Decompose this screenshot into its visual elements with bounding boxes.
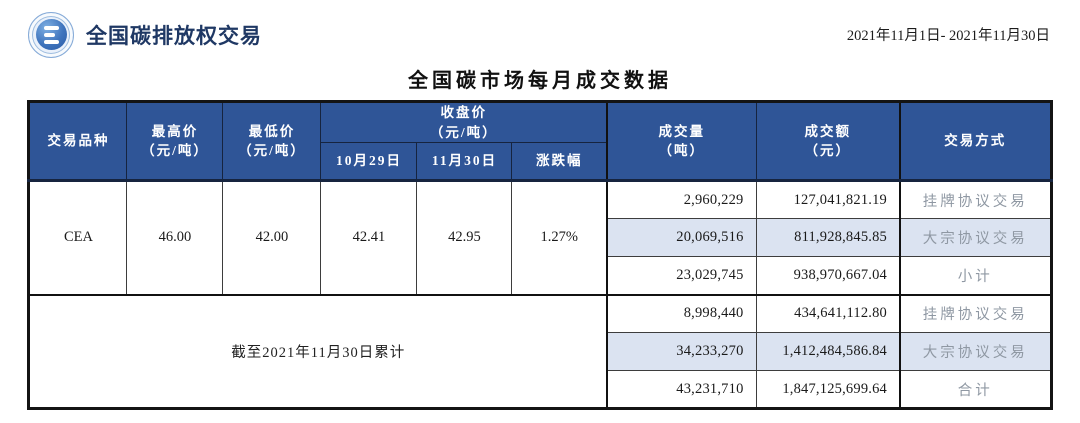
- logo-emblem-icon: [35, 19, 67, 50]
- close-oct29-cell: 42.41: [320, 180, 418, 296]
- monthly-row-subtotal: 23,029,745 938,970,667.04 小计: [29, 256, 1052, 296]
- amount-cell: 127,041,821.19: [755, 180, 901, 220]
- volume-cell: 20,069,516: [606, 218, 757, 258]
- col-header-product: 交易品种: [28, 100, 128, 183]
- volume-cell: 43,231,710: [606, 370, 757, 410]
- brand-logo-icon: [28, 11, 74, 58]
- cumulative-row-listed: 截至2021年11月30日累计 8,998,440 434,641,112.80…: [28, 293, 1052, 410]
- col-header-amount-line2: （元）: [804, 143, 852, 159]
- col-header-volume-line1: 成交量: [658, 123, 706, 139]
- brand: 全国碳排放权交易: [28, 11, 262, 58]
- col-header-change: 涨跌幅: [511, 142, 608, 183]
- volume-cell: 34,233,270: [606, 332, 757, 372]
- change-cell: 1.27%: [511, 180, 608, 296]
- logo-bar: [43, 32, 55, 37]
- table-body: CEA 46.00 42.00 42.41 42.95 1.27% 2,960,…: [28, 180, 1052, 410]
- market-data-table: 交易品种 最高价 （元/吨） 最低价 （元/吨） 收盘价 （元/吨） 成交量 （…: [27, 100, 1053, 411]
- page-header: 全国碳排放权交易 2021年11月1日- 2021年11月30日: [0, 0, 1080, 58]
- method-cell: 合计: [899, 370, 1052, 410]
- col-header-close-oct29: 10月29日: [320, 142, 418, 183]
- product-cell: CEA: [28, 180, 128, 296]
- page-title: 全国碳市场每月成交数据: [408, 70, 672, 92]
- monthly-row-listed: CEA 46.00 42.00 42.41 42.95 1.27% 2,960,…: [28, 180, 1052, 296]
- report-date-range: 2021年11月1日- 2021年11月30日: [846, 28, 1050, 44]
- col-header-amount-line1: 成交额: [804, 123, 852, 139]
- high-price-cell: 46.00: [126, 180, 224, 296]
- col-header-low-line1: 最低价: [248, 123, 296, 139]
- method-cell: 挂牌协议交易: [899, 293, 1052, 334]
- cumulative-row-block: 34,233,270 1,412,484,586.84 大宗协议交易: [29, 332, 1052, 372]
- col-header-high-line1: 最高价: [151, 123, 199, 139]
- col-header-method: 交易方式: [899, 100, 1052, 183]
- col-header-low: 最低价 （元/吨）: [222, 100, 322, 183]
- cumulative-row-total: 43,231,710 1,847,125,699.64 合计: [29, 370, 1052, 410]
- volume-cell: 2,960,229: [606, 180, 757, 220]
- method-cell: 小计: [899, 256, 1052, 296]
- method-cell: 大宗协议交易: [899, 332, 1052, 372]
- col-header-low-line2: （元/吨）: [238, 143, 306, 159]
- col-header-volume: 成交量 （吨）: [606, 100, 757, 183]
- col-header-close-line1: 收盘价: [440, 105, 487, 120]
- col-header-close-group: 收盘价 （元/吨）: [320, 100, 608, 144]
- amount-cell: 938,970,667.04: [755, 256, 901, 296]
- col-header-high-line2: （元/吨）: [141, 143, 209, 159]
- monthly-row-block: 20,069,516 811,928,845.85 大宗协议交易: [29, 218, 1052, 258]
- col-header-amount: 成交额 （元）: [755, 100, 901, 183]
- low-price-cell: 42.00: [222, 180, 322, 296]
- brand-title: 全国碳排放权交易: [86, 23, 262, 48]
- method-cell: 挂牌协议交易: [899, 180, 1052, 220]
- amount-cell: 1,847,125,699.64: [755, 370, 901, 410]
- method-cell: 大宗协议交易: [899, 218, 1052, 258]
- col-header-close-nov30: 11月30日: [416, 142, 513, 183]
- volume-cell: 8,998,440: [606, 293, 757, 334]
- logo-bar: [43, 25, 59, 30]
- col-header-volume-line2: （吨）: [658, 143, 706, 159]
- volume-cell: 23,029,745: [606, 256, 757, 296]
- col-header-close-line2: （元/吨）: [429, 124, 498, 140]
- logo-bar: [43, 39, 59, 44]
- amount-cell: 1,412,484,586.84: [755, 332, 901, 372]
- close-nov30-cell: 42.95: [416, 180, 513, 296]
- cumulative-label-cell: 截至2021年11月30日累计: [28, 293, 608, 410]
- amount-cell: 811,928,845.85: [755, 218, 901, 258]
- amount-cell: 434,641,112.80: [755, 293, 901, 334]
- col-header-high: 最高价 （元/吨）: [126, 100, 224, 183]
- table-head: 交易品种 最高价 （元/吨） 最低价 （元/吨） 收盘价 （元/吨） 成交量 （…: [28, 100, 1052, 183]
